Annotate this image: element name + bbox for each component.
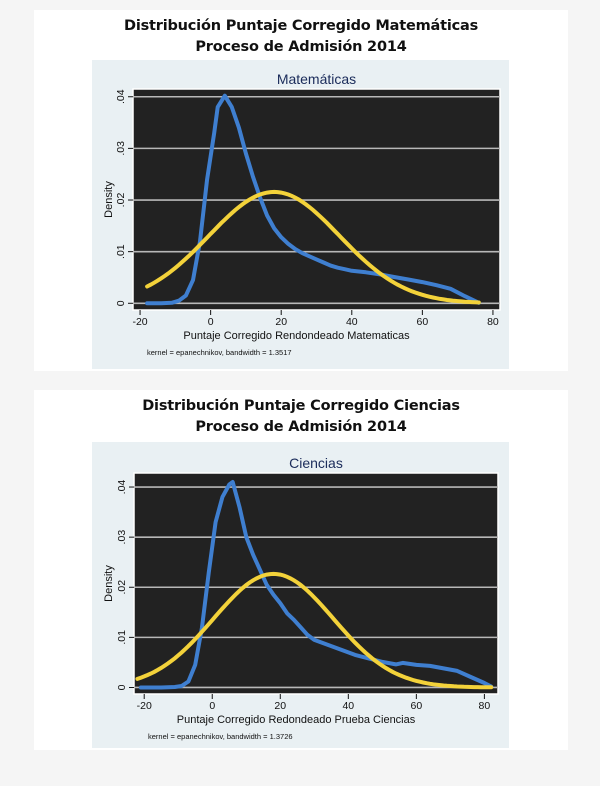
normal-density-line xyxy=(145,189,481,305)
chart-panel: Ciencias 0 .01 .02 .03 .04 -20 0 20 40 60 80 Density… xyxy=(92,442,509,748)
y-tick-label: .01 xyxy=(115,244,127,259)
x-tick-label: 20 xyxy=(275,316,287,328)
y-tick-label: .03 xyxy=(116,530,128,545)
card-title-line2: Proceso de Admisión 2014 xyxy=(195,39,407,55)
x-tick-label: 20 xyxy=(274,700,286,712)
x-tick-label: 40 xyxy=(342,700,354,712)
density-chart-matematicas: Matemáticas 0 .01 .02 .03 .04 -20 0 20 40 60 80 Dens… xyxy=(103,71,501,357)
x-tick-label: 60 xyxy=(417,316,429,328)
x-axis-title: Puntaje Corregido Rendondeado Matematica… xyxy=(183,330,410,342)
density-chart-ciencias: Ciencias 0 .01 .02 .03 .04 -20 0 20 40 60 80 Density… xyxy=(103,455,499,741)
y-tick-label: .02 xyxy=(115,193,127,208)
x-tick-label: -20 xyxy=(137,700,152,712)
kernel-density-line xyxy=(145,93,481,306)
x-axis-title: Puntaje Corregido Redondeado Prueba Cien… xyxy=(177,714,416,726)
y-tick-label: .03 xyxy=(115,141,127,156)
y-axis-title: Density xyxy=(103,565,115,602)
y-axis-title: Density xyxy=(103,181,115,218)
kernel-note: kernel = epanechnikov, bandwidth = 1.372… xyxy=(148,732,293,741)
chart-card-matematicas: Distribución Puntaje Corregido Matemátic… xyxy=(34,10,568,371)
normal-density-line xyxy=(135,571,494,690)
x-tick-label: 0 xyxy=(209,700,215,712)
x-tick-label: 0 xyxy=(208,316,214,328)
card-title-line2: Proceso de Admisión 2014 xyxy=(195,419,407,435)
chart-panel: Matemáticas 0 .01 .02 .03 .04 -20 0 20 40 60 80 Dens… xyxy=(92,60,509,369)
card-title-line1: Distribución Puntaje Corregido Matemátic… xyxy=(124,18,478,34)
plot-title: Matemáticas xyxy=(277,71,356,87)
chart-card-ciencias: Distribución Puntaje Corregido Ciencias … xyxy=(34,390,568,750)
plot-area xyxy=(133,472,499,695)
x-tick-label: 80 xyxy=(487,316,499,328)
y-tick-label: .01 xyxy=(116,630,128,645)
x-tick-label: 80 xyxy=(479,700,491,712)
y-tick-label: .04 xyxy=(116,480,128,495)
y-tick-label: 0 xyxy=(115,300,127,306)
y-tick-label: 0 xyxy=(116,684,128,690)
y-tick-label: .04 xyxy=(115,89,127,104)
kernel-density-line xyxy=(138,480,494,690)
kernel-note: kernel = epanechnikov, bandwidth = 1.351… xyxy=(147,348,292,357)
plot-title: Ciencias xyxy=(289,455,343,471)
x-tick-label: 60 xyxy=(411,700,423,712)
x-tick-label: 40 xyxy=(346,316,358,328)
card-title-line1: Distribución Puntaje Corregido Ciencias xyxy=(142,398,460,414)
y-tick-label: .02 xyxy=(116,580,128,595)
x-tick-label: -20 xyxy=(132,316,147,328)
